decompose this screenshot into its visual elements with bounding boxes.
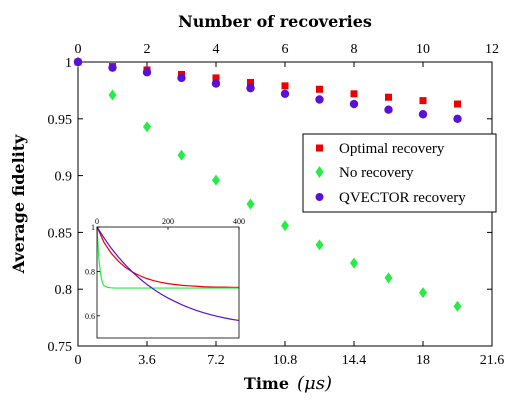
top-x-tick-label: 8 [351, 42, 358, 57]
x-tick-label: 3.6 [138, 353, 156, 368]
point-optimal-recovery [454, 100, 461, 108]
point-no-recovery [350, 257, 358, 269]
x-tick-label: 0 [75, 353, 82, 368]
inset-y-tick-label: 0.8 [85, 267, 95, 276]
point-qvector-recovery [349, 99, 359, 109]
legend-box [302, 133, 497, 213]
legend-marker-qvector [315, 193, 324, 201]
inset-curve-1 [96, 226, 239, 289]
x-tick-label: 18 [416, 353, 430, 368]
point-no-recovery [315, 239, 324, 251]
inset-y-tick-label: 0.6 [85, 312, 95, 321]
legend-label-no-recovery: No recovery [339, 165, 414, 181]
top-x-axis-title: Number of recoveries [178, 12, 372, 31]
point-optimal-recovery [350, 90, 358, 98]
legend-marker-optimal [316, 144, 323, 152]
inset-y-tick-label: 1 [91, 223, 95, 232]
point-qvector-recovery [211, 79, 221, 88]
point-qvector-recovery [453, 114, 462, 124]
inset-x-tick-label: 400 [233, 217, 245, 226]
legend: Optimal recovery No recovery QVECTOR rec… [302, 133, 497, 213]
x-tick-label: 10.8 [273, 353, 298, 368]
point-no-recovery [281, 220, 289, 232]
y-tick-label: 1 [65, 56, 72, 71]
point-no-recovery [419, 287, 427, 299]
y-tick-label: 0.75 [48, 340, 73, 355]
point-no-recovery [108, 89, 117, 101]
point-optimal-recovery [385, 93, 392, 101]
point-qvector-recovery [108, 63, 117, 72]
inset-curve-2 [96, 226, 240, 322]
inset-ticks: 0 200 400 0.6 0.8 1 [85, 217, 245, 321]
y-tick-label: 0.95 [48, 113, 73, 128]
point-qvector-recovery [177, 73, 186, 83]
axis-ticks: 0 3.6 7.2 10.8 14.4 18 21.60 2 4 6 8 10 120.750.80.8… [48, 42, 505, 368]
point-optimal-recovery [212, 74, 220, 82]
point-qvector-recovery [73, 57, 83, 67]
legend-label-optimal: Optimal recovery [339, 141, 445, 157]
y-tick-label: 0.85 [48, 226, 73, 241]
inset-curve-0 [96, 226, 239, 288]
y-tick-label: 0.8 [55, 283, 73, 298]
inset-plot: 0 200 400 0.6 0.8 1 [85, 217, 245, 339]
point-qvector-recovery [315, 95, 324, 104]
point-no-recovery [177, 149, 186, 161]
y-axis-title: Average fidelity [9, 134, 28, 275]
top-x-tick-label: 12 [485, 42, 499, 57]
top-x-tick-label: 6 [282, 42, 289, 57]
point-qvector-recovery [384, 105, 393, 114]
point-optimal-recovery [419, 97, 427, 105]
inset-curves [96, 226, 240, 322]
point-no-recovery [384, 272, 393, 284]
point-no-recovery [212, 174, 220, 186]
inset-background [97, 227, 239, 338]
point-optimal-recovery [247, 78, 254, 86]
x-axis-title: Time [244, 374, 289, 393]
point-qvector-recovery [280, 89, 290, 99]
top-x-tick-label: 10 [416, 42, 430, 57]
point-qvector-recovery [246, 83, 255, 93]
point-qvector-recovery [142, 68, 152, 77]
inset-frame [96, 226, 240, 339]
point-no-recovery [246, 198, 255, 210]
legend-marker-no-recovery [315, 166, 324, 178]
x-tick-label: 14.4 [342, 353, 367, 368]
top-x-tick-label: 0 [75, 42, 82, 57]
top-x-tick-label: 4 [213, 42, 220, 57]
x-tick-label: 21.6 [480, 353, 505, 368]
x-axis-unit: (μs) [297, 373, 332, 394]
point-no-recovery [143, 121, 151, 133]
point-qvector-recovery [418, 110, 428, 119]
y-tick-label: 0.9 [55, 170, 73, 185]
legend-label-qvector: QVECTOR recovery [339, 190, 466, 206]
data-points [73, 56, 462, 312]
inset-x-tick-label: 0 [95, 217, 99, 226]
point-no-recovery [453, 300, 462, 312]
point-optimal-recovery [281, 82, 289, 90]
inset-x-tick-label: 200 [162, 217, 174, 226]
top-x-tick-label: 2 [144, 42, 151, 57]
point-optimal-recovery [316, 85, 323, 93]
x-tick-label: 7.2 [207, 353, 225, 368]
